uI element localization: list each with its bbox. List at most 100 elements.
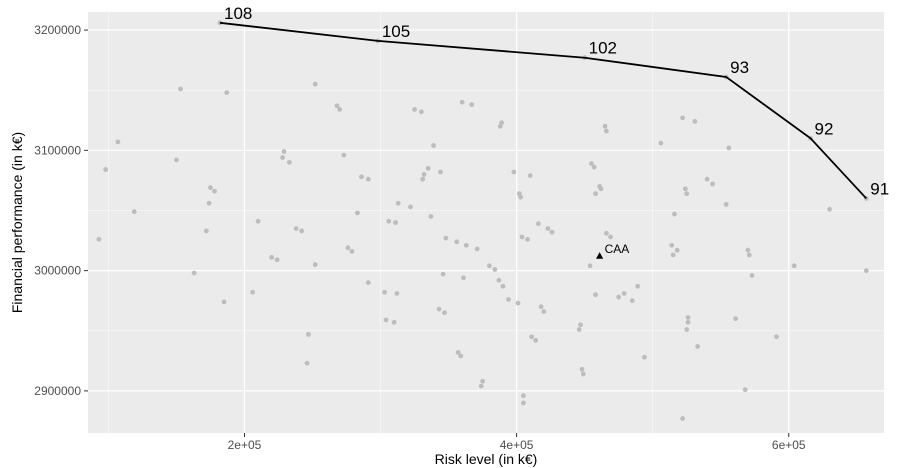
- scatter-point: [365, 280, 371, 286]
- scatter-point: [463, 242, 469, 248]
- scatter-point: [312, 262, 318, 267]
- scatter-point: [412, 107, 417, 112]
- scatter-point: [695, 343, 700, 349]
- scatter-point: [511, 169, 517, 175]
- scatter-point: [431, 143, 437, 148]
- scatter-point: [442, 310, 447, 316]
- scatter-point: [345, 245, 351, 251]
- scatter-point: [580, 371, 586, 377]
- scatter-point: [394, 291, 400, 296]
- scatter-point: [395, 200, 401, 206]
- frontier-label: 93: [730, 58, 749, 77]
- y-tick-label: 3200000: [34, 23, 81, 37]
- scatter-point: [299, 228, 305, 234]
- scatter-point: [281, 149, 287, 154]
- scatter-point: [774, 334, 779, 340]
- scatter-point: [589, 161, 594, 166]
- scatter-point: [598, 186, 604, 192]
- scatter-point: [474, 246, 480, 252]
- scatter-point: [608, 234, 613, 240]
- scatter-point: [224, 90, 230, 95]
- reference-point: [596, 252, 604, 259]
- scatter-point: [487, 263, 492, 269]
- scatter-point: [680, 416, 686, 421]
- scatter-point: [499, 120, 505, 126]
- scatter-point: [672, 211, 677, 217]
- scatter-point: [742, 387, 748, 393]
- scatter-point: [293, 226, 299, 231]
- scatter-point: [629, 298, 635, 304]
- scatter-point: [723, 202, 729, 207]
- scatter-point: [587, 263, 593, 269]
- frontier-label: 108: [224, 4, 252, 23]
- scatter-point: [576, 327, 582, 332]
- scatter-point: [591, 164, 597, 170]
- y-tick-label: 2900000: [34, 384, 81, 398]
- scatter-point: [115, 139, 121, 145]
- scatter-point: [383, 317, 389, 323]
- frontier-label: 91: [870, 179, 889, 198]
- axes: 2e+05 4e+05 6e+05 2900000 3000000 3100000 3200…: [34, 23, 806, 452]
- scatter-points: [96, 81, 869, 421]
- scatter-point: [174, 157, 179, 163]
- frontier-label: 92: [815, 119, 834, 138]
- scatter-point: [658, 140, 664, 146]
- scatter-point: [704, 176, 710, 182]
- scatter-point: [674, 247, 680, 253]
- scatter-point: [478, 383, 484, 389]
- frontier-line: [219, 21, 867, 200]
- scatter-point: [355, 210, 360, 216]
- scatter-point: [710, 181, 715, 187]
- grid-lines: [88, 12, 884, 433]
- pareto-frontier: [217, 20, 869, 201]
- scatter-point: [440, 271, 446, 277]
- frontier-label: 105: [382, 22, 410, 41]
- y-tick-label: 3100000: [34, 143, 81, 157]
- scatter-point: [733, 316, 739, 322]
- scatter-point: [208, 185, 213, 191]
- scatter-point: [604, 230, 609, 236]
- scatter-point: [602, 123, 608, 129]
- scatter-point: [500, 283, 506, 289]
- scatter-point: [545, 226, 551, 231]
- scatter-point: [337, 107, 343, 112]
- scatter-point: [480, 378, 485, 384]
- scatter-point: [461, 275, 466, 281]
- scatter-point: [386, 218, 392, 224]
- scatter-point: [541, 309, 547, 314]
- scatter-point: [191, 270, 197, 276]
- x-axis-title: Risk level (in k€): [435, 451, 538, 467]
- scatter-point: [521, 393, 526, 399]
- scatter-point: [518, 194, 524, 200]
- frontier-label: 102: [589, 39, 617, 58]
- scatter-point: [312, 81, 318, 87]
- scatter-point: [538, 304, 544, 310]
- y-axis-title: Financial performance (in k€): [9, 132, 25, 313]
- scatter-point: [621, 291, 627, 296]
- scatter-point: [469, 102, 475, 108]
- reference-point-group: CAA: [596, 242, 629, 259]
- scatter-point: [418, 109, 424, 115]
- scatter-point: [519, 234, 525, 240]
- scatter-point: [685, 315, 691, 320]
- scatter-point: [459, 99, 465, 105]
- scatter-point: [212, 188, 217, 194]
- scatter-point: [250, 289, 256, 295]
- scatter-point: [791, 263, 797, 269]
- scatter-point: [497, 123, 503, 129]
- reference-point-label: CAA: [605, 242, 630, 256]
- scatter-point: [578, 322, 583, 328]
- scatter-point: [669, 242, 675, 248]
- scatter-point: [393, 220, 398, 225]
- plot-panel: [88, 12, 884, 433]
- scatter-point: [642, 354, 647, 360]
- x-tick-label: 4e+05: [500, 438, 534, 452]
- scatter-point: [306, 331, 311, 337]
- scatter-point: [458, 353, 464, 359]
- scatter-point: [682, 186, 688, 192]
- scatter-point: [391, 319, 397, 325]
- scatter-point: [726, 145, 732, 151]
- panel-background: [88, 12, 884, 433]
- x-tick-label: 2e+05: [228, 438, 262, 452]
